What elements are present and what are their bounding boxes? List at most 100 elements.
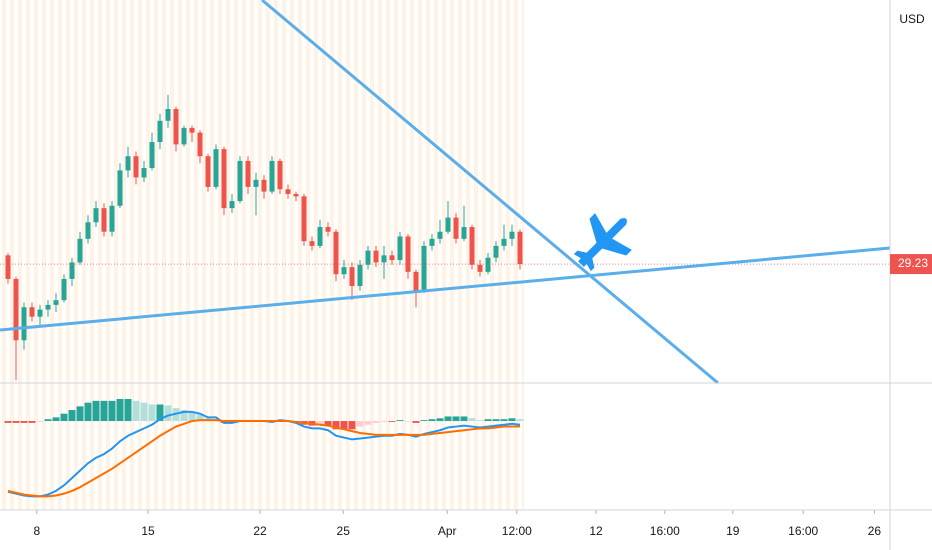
last-price-box (890, 254, 932, 275)
x-tick-label: 16:00 (650, 524, 680, 538)
trend-line[interactable] (261, 0, 719, 385)
candle-body (189, 127, 195, 133)
candle-body (5, 255, 11, 279)
histogram-bar (500, 419, 508, 422)
x-tick-label: 22 (253, 524, 267, 538)
candle-body (333, 231, 339, 275)
candle-body (205, 156, 211, 187)
histogram-bar (476, 420, 484, 422)
histogram-bar (460, 416, 468, 422)
candle-body (437, 231, 443, 239)
histogram-bar (4, 421, 12, 423)
histogram-bar (420, 420, 428, 422)
histogram-bar (52, 417, 60, 422)
candle-body (197, 132, 203, 157)
x-tick-label: Apr (438, 524, 457, 538)
histogram-bar (396, 420, 404, 422)
candle-body (21, 307, 27, 341)
trend-line[interactable] (0, 246, 891, 332)
x-tick-label: 12 (589, 524, 603, 538)
candle-body (221, 149, 227, 209)
histogram-bar (84, 402, 92, 422)
candle-body (53, 300, 59, 305)
histogram-bar (452, 416, 460, 422)
candle-body (325, 227, 331, 232)
histogram-bar (356, 421, 364, 427)
histogram-bar (132, 400, 140, 422)
candle-body (61, 278, 67, 301)
macd-line (7, 419, 520, 498)
marks (0, 94, 890, 498)
histogram-bar (116, 398, 124, 422)
candle-body (469, 227, 475, 265)
candle-body (453, 217, 459, 239)
candle-body (493, 245, 499, 258)
candle-body (109, 205, 115, 232)
histogram-bar (364, 421, 372, 425)
histogram-bar (148, 404, 156, 422)
histogram-bar (76, 406, 84, 422)
candle-body (429, 238, 435, 246)
candle-body (77, 238, 83, 263)
candle-body (349, 267, 355, 287)
candle-body (277, 160, 283, 190)
histogram-bar (324, 421, 332, 426)
candle-body (101, 208, 107, 232)
candle-body (517, 231, 523, 265)
histogram-bar (180, 410, 188, 422)
histogram-bar (164, 405, 172, 422)
session-stripes (0, 0, 524, 510)
candle-body (477, 264, 483, 272)
histogram-bar (388, 421, 396, 422)
histogram-bar (412, 421, 420, 423)
candle-body (389, 255, 395, 261)
candle-body (253, 179, 259, 187)
histogram-bar (348, 421, 356, 430)
candle-body (141, 168, 147, 178)
candle-body (485, 257, 491, 272)
candle-body (157, 120, 163, 143)
x-tick-label: 19 (726, 524, 740, 538)
candle-body (85, 222, 91, 239)
candle-body (405, 236, 411, 272)
candle-body (357, 264, 363, 287)
candle-body (173, 109, 179, 145)
histogram-bar (372, 421, 380, 423)
histogram-bar (156, 404, 164, 422)
candle-body (213, 149, 219, 187)
x-tick-label: 12:00 (502, 524, 532, 538)
histogram-bar (380, 421, 388, 422)
candle-body (13, 278, 19, 341)
histogram-bar (340, 421, 348, 430)
candle-body (373, 250, 379, 263)
candle-body (45, 304, 51, 310)
candle-body (181, 127, 187, 145)
histogram-bar (92, 400, 100, 422)
x-tick-label: 8 (33, 524, 40, 538)
last-price-label: 29.23 (898, 256, 928, 270)
candle-body (365, 250, 371, 265)
histogram-bar (108, 400, 116, 422)
candle-body (133, 156, 139, 178)
candle-body (261, 179, 267, 192)
histogram-bar (508, 418, 516, 422)
candle-body (397, 236, 403, 261)
candle-body (309, 241, 315, 246)
histogram-bar (28, 421, 36, 423)
histogram-bar (44, 419, 52, 422)
histogram-bar (140, 402, 148, 422)
candle-body (317, 227, 323, 246)
histogram-bar (100, 400, 108, 422)
airplane-icon[interactable] (563, 200, 645, 282)
candle-body (125, 156, 131, 171)
candle-body (149, 142, 155, 169)
histogram-bar (188, 411, 196, 422)
x-tick-label: 26 (868, 524, 882, 538)
drawings (0, 0, 891, 385)
histogram-bar (428, 419, 436, 422)
histogram-bar (68, 410, 76, 422)
candle-body (461, 227, 467, 239)
background (0, 0, 524, 510)
candle-body (269, 160, 275, 192)
